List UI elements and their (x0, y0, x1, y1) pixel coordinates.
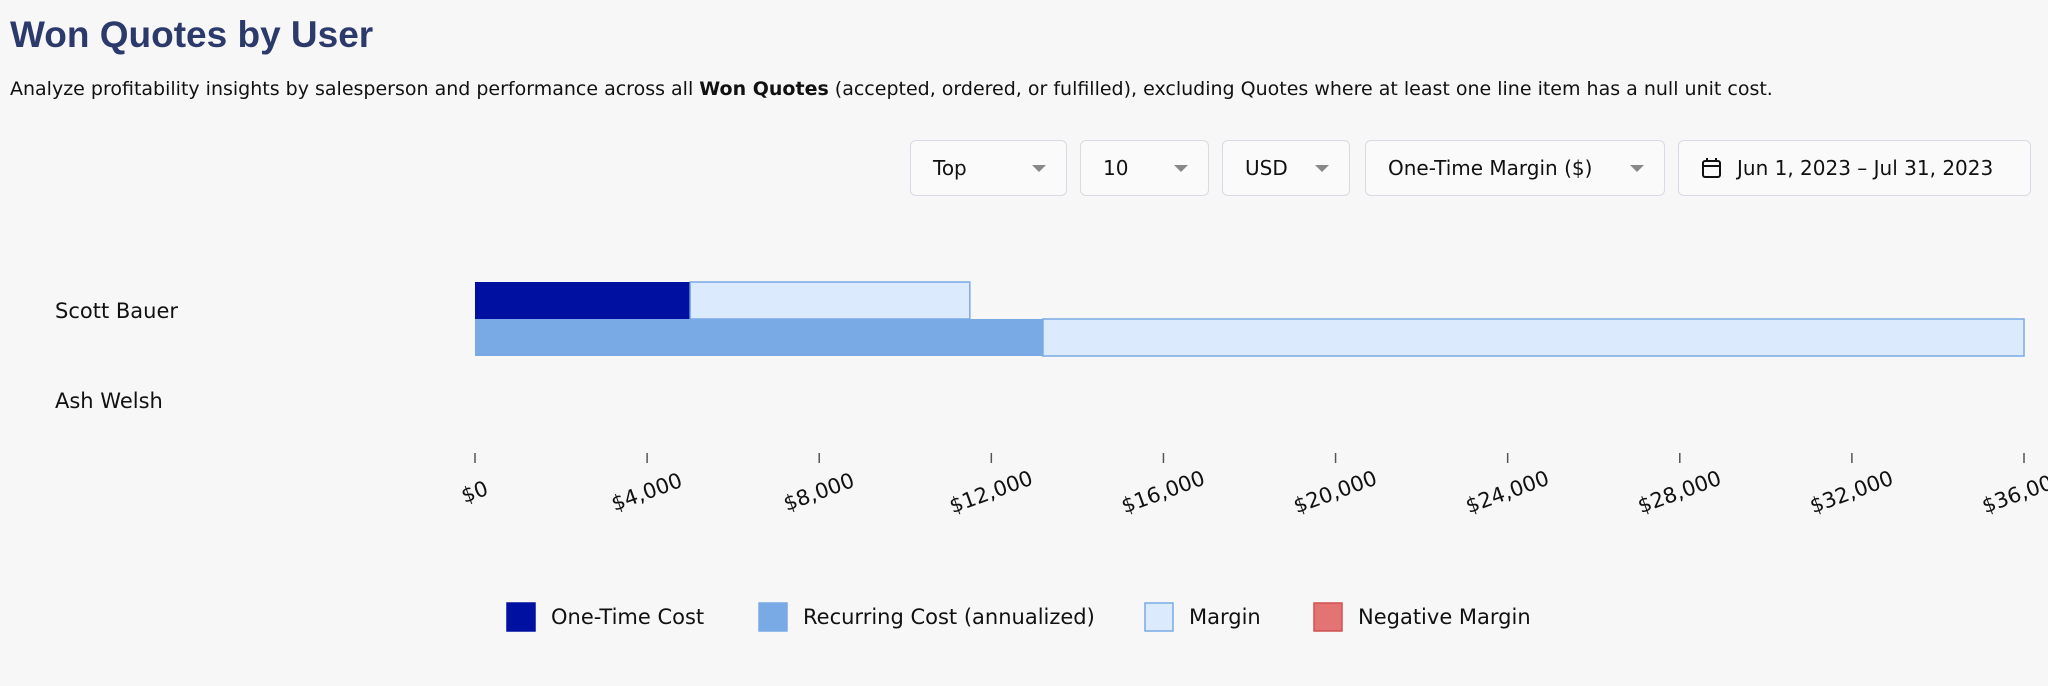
x-tick-label: $28,000 (1635, 466, 1725, 518)
legend-swatch (506, 602, 536, 632)
page-title: Won Quotes by User (10, 14, 374, 55)
bar-segment (1042, 318, 2025, 357)
caret (1315, 165, 1329, 172)
calendar-icon (1702, 158, 1721, 178)
metric-dropdown[interactable]: One-Time Margin ($) (1365, 140, 1665, 196)
x-tick-label: $24,000 (1462, 466, 1552, 518)
legend-swatch (1313, 602, 1343, 632)
currency-dropdown[interactable]: USD (1222, 140, 1350, 196)
x-tick-label: $32,000 (1807, 466, 1897, 518)
count-dropdown[interactable]: 10 (1080, 140, 1209, 196)
caret (1032, 165, 1046, 172)
dropdown-value: USD (1245, 156, 1288, 180)
x-tick-label: $12,000 (946, 466, 1036, 518)
subtitle-bold: Won Quotes (699, 78, 829, 100)
category-label: Ash Welsh (55, 389, 163, 413)
legend-swatch (758, 602, 788, 632)
dropdown-value: 10 (1103, 156, 1129, 180)
date-range-value: Jun 1, 2023 – Jul 31, 2023 (1737, 156, 1994, 180)
subtitle: Analyze profitability insights by salesp… (10, 78, 1773, 100)
rank-dropdown[interactable]: Top (910, 140, 1067, 196)
bar-segment (689, 281, 971, 320)
legend-label: Negative Margin (1358, 605, 1531, 629)
x-tick-label: $36,000 (1979, 466, 2048, 518)
category-label: Scott Bauer (55, 299, 178, 323)
caret (1630, 165, 1644, 172)
x-tick-label: $4,000 (608, 468, 685, 516)
caret (1174, 165, 1188, 172)
dropdown-value: Top (933, 156, 967, 180)
legend-label: Recurring Cost (annualized) (803, 605, 1095, 629)
x-tick-label: $20,000 (1290, 466, 1380, 518)
bar-segment (475, 319, 1043, 356)
legend-swatch (1144, 602, 1174, 632)
bar-segment (475, 282, 691, 319)
subtitle-text: (accepted, ordered, or fulfilled), exclu… (828, 78, 1773, 100)
dropdown-value: One-Time Margin ($) (1388, 156, 1593, 180)
x-tick-label: $0 (458, 476, 491, 508)
legend-label: One-Time Cost (551, 605, 704, 629)
subtitle-text: Analyze profitability insights by salesp… (10, 78, 700, 100)
x-tick-label: $16,000 (1118, 466, 1208, 518)
date-range-picker[interactable]: Jun 1, 2023 – Jul 31, 2023 (1678, 140, 2031, 196)
legend-label: Margin (1189, 605, 1261, 629)
x-tick-label: $8,000 (780, 468, 857, 516)
